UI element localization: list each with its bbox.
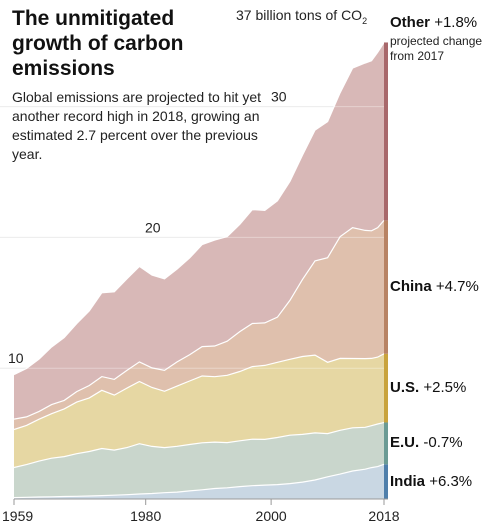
x-tick-2000: 2000 — [256, 508, 287, 524]
x-tick-1959: 1959 — [2, 508, 33, 524]
series-label-us: U.S. +2.5% — [390, 379, 466, 397]
y-tick-20: 20 — [145, 219, 161, 235]
top-value-subscript: 2 — [362, 15, 368, 26]
area-eu — [14, 422, 384, 498]
series-label-china: China +4.7% — [390, 278, 479, 296]
series-change-china: +4.7% — [435, 278, 479, 296]
series-label-eu: E.U. -0.7% — [390, 434, 463, 452]
x-tick-2018: 2018 — [368, 508, 399, 524]
x-tick-1980: 1980 — [130, 508, 161, 524]
chart-subtitle: Global emissions are projected to hit ye… — [12, 89, 262, 162]
series-change-india: +6.3% — [429, 472, 473, 490]
y-tick-10: 10 — [8, 350, 24, 366]
series-note-other: projected change from 2017 — [390, 34, 483, 64]
area-china — [14, 220, 384, 430]
segment-bar-china — [384, 220, 388, 354]
segment-bar-us — [384, 353, 388, 423]
segment-bar-other — [384, 42, 388, 221]
boundary-us — [13, 353, 385, 431]
area-india — [14, 464, 384, 499]
series-name-us: U.S. — [390, 379, 420, 397]
area-us — [14, 353, 384, 468]
segment-bar-eu — [384, 422, 388, 465]
boundary-india — [13, 463, 385, 499]
series-label-india: India +6.3% — [390, 473, 472, 491]
top-value-label: 37 billion tons of CO2 — [236, 7, 367, 26]
series-name-china: China — [390, 278, 432, 296]
top-value-text: 37 billion tons of CO — [236, 7, 363, 23]
series-change-eu: -0.7% — [423, 434, 463, 452]
y-tick-30: 30 — [271, 89, 287, 105]
boundary-other — [13, 42, 385, 376]
series-name-other: Other — [390, 14, 431, 32]
segment-bar-india — [384, 464, 388, 499]
series-name-eu: E.U. — [390, 434, 420, 452]
boundary-china — [13, 220, 385, 420]
series-change-us: +2.5% — [423, 379, 467, 397]
chart-title: The unmitigated growth of carbon emissio… — [12, 7, 184, 80]
series-change-other: +1.8% — [434, 14, 478, 32]
series-label-other: Other +1.8% — [390, 14, 477, 32]
series-name-india: India — [390, 472, 426, 490]
area-other — [14, 42, 384, 420]
boundary-eu — [13, 421, 385, 469]
